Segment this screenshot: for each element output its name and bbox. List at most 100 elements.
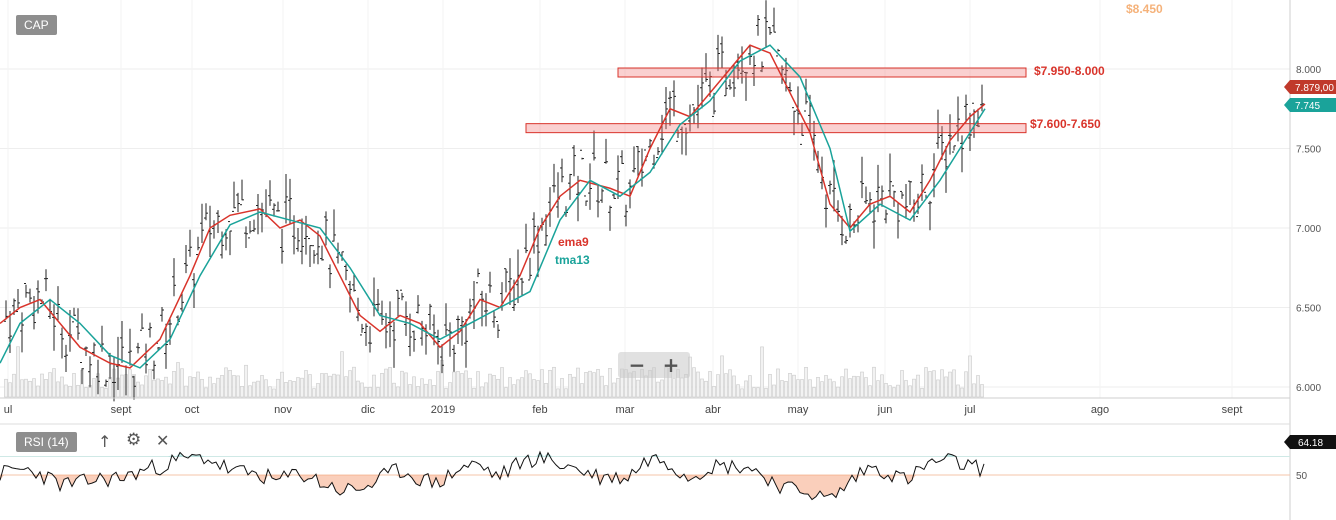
volume-bar	[600, 375, 604, 398]
volume-bar	[204, 387, 208, 398]
volume-bar	[884, 383, 888, 398]
volume-bar	[780, 380, 784, 398]
time-tick-label: oct	[185, 404, 200, 416]
lower-zone-rect	[525, 123, 1027, 134]
volume-bar	[732, 375, 736, 398]
volume-bar	[660, 379, 664, 398]
volume-bar	[280, 371, 284, 398]
volume-bar	[436, 371, 440, 398]
volume-bar	[100, 387, 104, 398]
up-arrow-icon[interactable]: ↑	[98, 432, 112, 451]
volume-bar	[972, 383, 976, 398]
volume-bar	[736, 384, 740, 398]
volume-bar	[896, 384, 900, 398]
volume-bar	[260, 375, 264, 398]
gear-icon[interactable]: ⚙	[126, 430, 142, 450]
volume-bar	[288, 380, 292, 398]
volume-bar	[696, 371, 700, 398]
volume-bar	[500, 367, 504, 398]
volume-bar	[152, 379, 156, 398]
volume-bar	[424, 383, 428, 398]
volume-bar	[480, 386, 484, 398]
volume-bars	[4, 346, 984, 398]
volume-bar	[980, 384, 984, 398]
volume-bar	[812, 387, 816, 398]
volume-bar	[924, 367, 928, 398]
volume-bar	[928, 371, 932, 398]
volume-bar	[852, 375, 856, 398]
volume-bar	[880, 374, 884, 398]
volume-bar	[636, 379, 640, 398]
volume-bar	[188, 376, 192, 398]
volume-bar	[52, 368, 56, 398]
time-tick-label: sept	[1222, 404, 1243, 416]
price-zones	[525, 67, 1027, 134]
volume-bar	[940, 369, 944, 398]
volume-bar	[396, 386, 400, 398]
zoom-out-button[interactable]: −	[628, 353, 646, 377]
rsi-level-label: 50	[1296, 471, 1308, 482]
volume-bar	[380, 373, 384, 398]
volume-bar	[56, 381, 60, 398]
volume-bar	[232, 375, 236, 398]
volume-bar	[120, 374, 124, 398]
volume-bar	[976, 375, 980, 398]
volume-bar	[284, 382, 288, 398]
volume-bar	[448, 382, 452, 398]
rsi-line	[0, 450, 985, 501]
volume-bar	[40, 373, 44, 398]
volume-bar	[788, 373, 792, 398]
time-tick-label: mar	[616, 404, 635, 416]
resistance-label: $8.450	[1126, 2, 1163, 16]
volume-bar	[384, 368, 388, 398]
volume-bar	[36, 385, 40, 398]
volume-bar	[848, 378, 852, 398]
volume-bar	[844, 368, 848, 398]
volume-bar	[252, 381, 256, 398]
volume-bar	[568, 374, 572, 398]
volume-bar	[740, 388, 744, 398]
time-tick-label: ago	[1091, 404, 1109, 416]
upper-zone-rect	[617, 67, 1027, 78]
volume-bar	[464, 370, 468, 398]
volume-bar	[240, 386, 244, 398]
volume-bar	[328, 375, 332, 398]
volume-bar	[700, 378, 704, 398]
volume-bar	[672, 378, 676, 398]
volume-bar	[356, 380, 360, 398]
rsi-tag[interactable]: RSI (14)	[16, 432, 77, 452]
volume-bar	[956, 384, 960, 398]
volume-bar	[904, 380, 908, 398]
volume-bar	[656, 381, 660, 398]
volume-bar	[828, 378, 832, 398]
volume-bar	[792, 374, 796, 398]
close-icon[interactable]: ✕	[156, 431, 170, 450]
volume-bar	[524, 370, 528, 398]
volume-bar	[368, 386, 372, 398]
time-tick-label: jun	[877, 404, 893, 416]
volume-bar	[216, 377, 220, 398]
volume-bar	[332, 373, 336, 398]
zoom-in-button[interactable]: +	[662, 353, 680, 377]
volume-bar	[760, 346, 764, 398]
volume-bar	[912, 378, 916, 398]
volume-bar	[776, 368, 780, 398]
volume-bar	[680, 377, 684, 398]
symbol-tag[interactable]: CAP	[16, 15, 57, 35]
volume-bar	[172, 371, 176, 398]
price-tick-label: 6.500	[1296, 304, 1321, 315]
volume-bar	[564, 388, 568, 398]
volume-bar	[84, 387, 88, 398]
rsi-value-badge-bg	[1284, 435, 1336, 449]
volume-bar	[168, 383, 172, 398]
volume-bar	[932, 370, 936, 398]
volume-bar	[768, 374, 772, 398]
volume-bar	[456, 371, 460, 398]
volume-bar	[24, 378, 28, 398]
volume-bar	[316, 383, 320, 398]
volume-bar	[320, 373, 324, 398]
volume-bar	[200, 378, 204, 398]
volume-bar	[916, 374, 920, 398]
